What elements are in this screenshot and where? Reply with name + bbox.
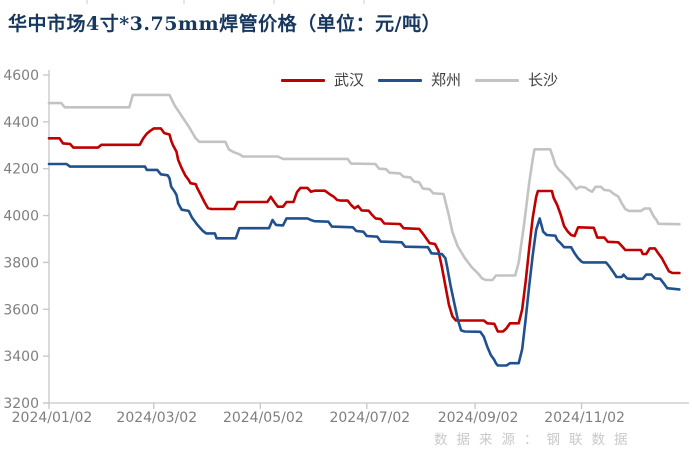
x-tick-label: 2024/11/02 — [544, 410, 625, 426]
y-tick-label: 3600 — [3, 302, 39, 318]
legend-item-武汉: 武汉 — [281, 73, 364, 88]
x-tick-label: 2024/09/02 — [438, 410, 519, 426]
legend-line-swatch — [378, 79, 423, 82]
y-tick-label: 4000 — [3, 209, 39, 225]
legend-item-郑州: 郑州 — [378, 73, 461, 88]
x-tick-label: 2024/05/02 — [223, 410, 304, 426]
x-tick-label: 2024/07/02 — [329, 410, 410, 426]
legend-line-swatch — [475, 79, 520, 82]
y-tick-label: 4600 — [3, 68, 39, 84]
x-tick-label: 2024/01/02 — [12, 410, 93, 426]
series-lines — [47, 93, 681, 367]
axes: 4600 4400 4200 4000 3800 3600 3400 32002024/01/… — [3, 68, 689, 426]
legend-label: 长沙 — [528, 71, 559, 89]
y-tick-label: 3200 — [3, 396, 39, 412]
legend-label: 郑州 — [431, 71, 462, 89]
legend: 武汉 郑州 长沙 — [281, 73, 558, 88]
y-tick-label: 4200 — [3, 162, 39, 178]
x-tick-label: 2024/03/02 — [116, 410, 197, 426]
legend-line-swatch — [281, 79, 325, 82]
y-tick-label: 3400 — [3, 349, 39, 365]
legend-item-长沙: 长沙 — [475, 73, 558, 88]
top-tick-marks — [86, 0, 365, 4]
series-line-郑州 — [47, 162, 681, 367]
page-title: 华中市场4寸*3.75mm焊管价格（单位：元/吨） — [8, 13, 442, 35]
series-line-武汉 — [47, 127, 681, 333]
y-tick-label: 4400 — [3, 115, 39, 131]
legend-label: 武汉 — [334, 71, 365, 89]
series-line-长沙 — [47, 93, 681, 282]
data-source-watermark: 数据来源：钢联数据 — [434, 432, 637, 448]
y-tick-label: 3800 — [3, 255, 39, 271]
